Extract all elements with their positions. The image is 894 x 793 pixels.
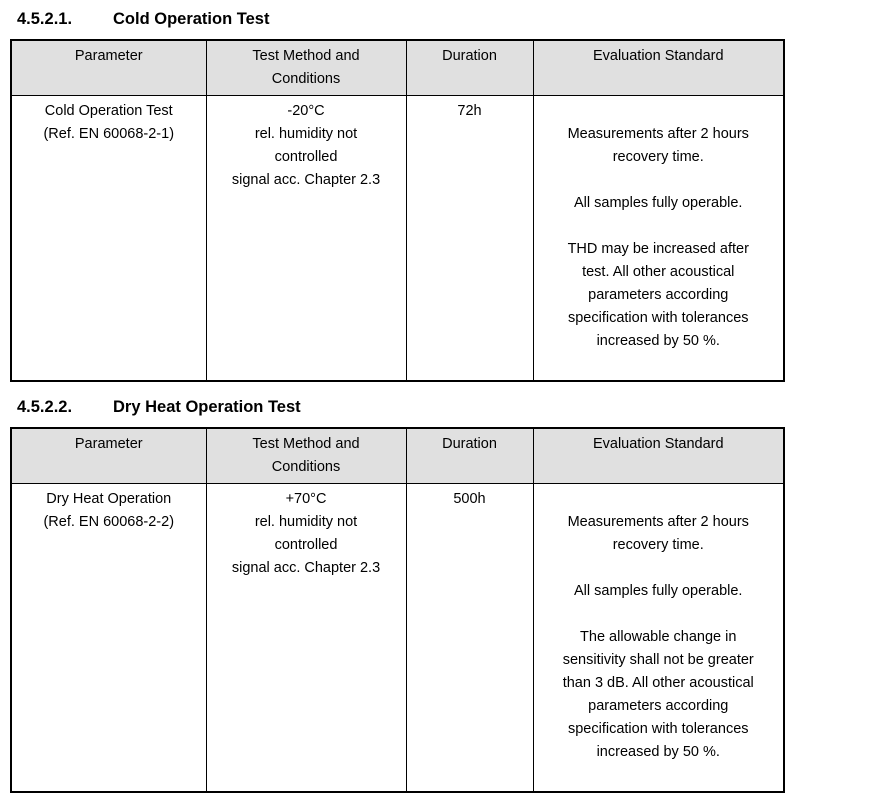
table-header-row: Parameter Test Method and Conditions Dur… [10,39,785,96]
table-row: Cold Operation Test (Ref. EN 60068-2-1) … [10,95,785,382]
heading-title: Cold Operation Test [113,10,270,28]
col-header-test-method: Test Method and Conditions [205,427,407,484]
cell-test-method: -20°C rel. humidity not controlled signa… [205,95,407,382]
section-heading-dry-heat: 4.5.2.2. Dry Heat Operation Test [17,397,894,417]
heading-title: Dry Heat Operation Test [113,398,301,416]
col-header-evaluation-standard: Evaluation Standard [532,427,785,484]
evaluation-paragraph: All samples fully operable. [574,583,743,599]
dry-heat-operation-test-table: Parameter Test Method and Conditions Dur… [10,427,785,793]
evaluation-paragraph: Measurements after 2 hours recovery time… [567,126,749,165]
section-heading-cold: 4.5.2.1. Cold Operation Test [17,9,894,29]
heading-number: 4.5.2.2. [17,398,73,416]
table-header-row: Parameter Test Method and Conditions Dur… [10,427,785,484]
heading-number: 4.5.2.1. [17,10,73,28]
cell-evaluation-standard: Measurements after 2 hours recovery time… [532,95,785,382]
col-header-duration: Duration [405,427,534,484]
cell-duration: 72h [405,95,534,382]
col-header-test-method: Test Method and Conditions [205,39,407,96]
col-header-evaluation-standard: Evaluation Standard [532,39,785,96]
evaluation-paragraph: THD may be increased after test. All oth… [567,241,749,349]
col-header-parameter: Parameter [10,427,207,484]
cell-parameter: Cold Operation Test (Ref. EN 60068-2-1) [10,95,207,382]
cell-test-method: +70°C rel. humidity not controlled signa… [205,483,407,793]
cell-parameter: Dry Heat Operation (Ref. EN 60068-2-2) [10,483,207,793]
table-row: Dry Heat Operation (Ref. EN 60068-2-2) +… [10,483,785,793]
evaluation-paragraph: All samples fully operable. [574,195,743,211]
cold-operation-test-table: Parameter Test Method and Conditions Dur… [10,39,785,382]
cell-duration: 500h [405,483,534,793]
evaluation-paragraph: Measurements after 2 hours recovery time… [567,514,749,553]
cell-evaluation-standard: Measurements after 2 hours recovery time… [532,483,785,793]
col-header-parameter: Parameter [10,39,207,96]
col-header-duration: Duration [405,39,534,96]
evaluation-paragraph: The allowable change in sensitivity shal… [562,629,754,760]
